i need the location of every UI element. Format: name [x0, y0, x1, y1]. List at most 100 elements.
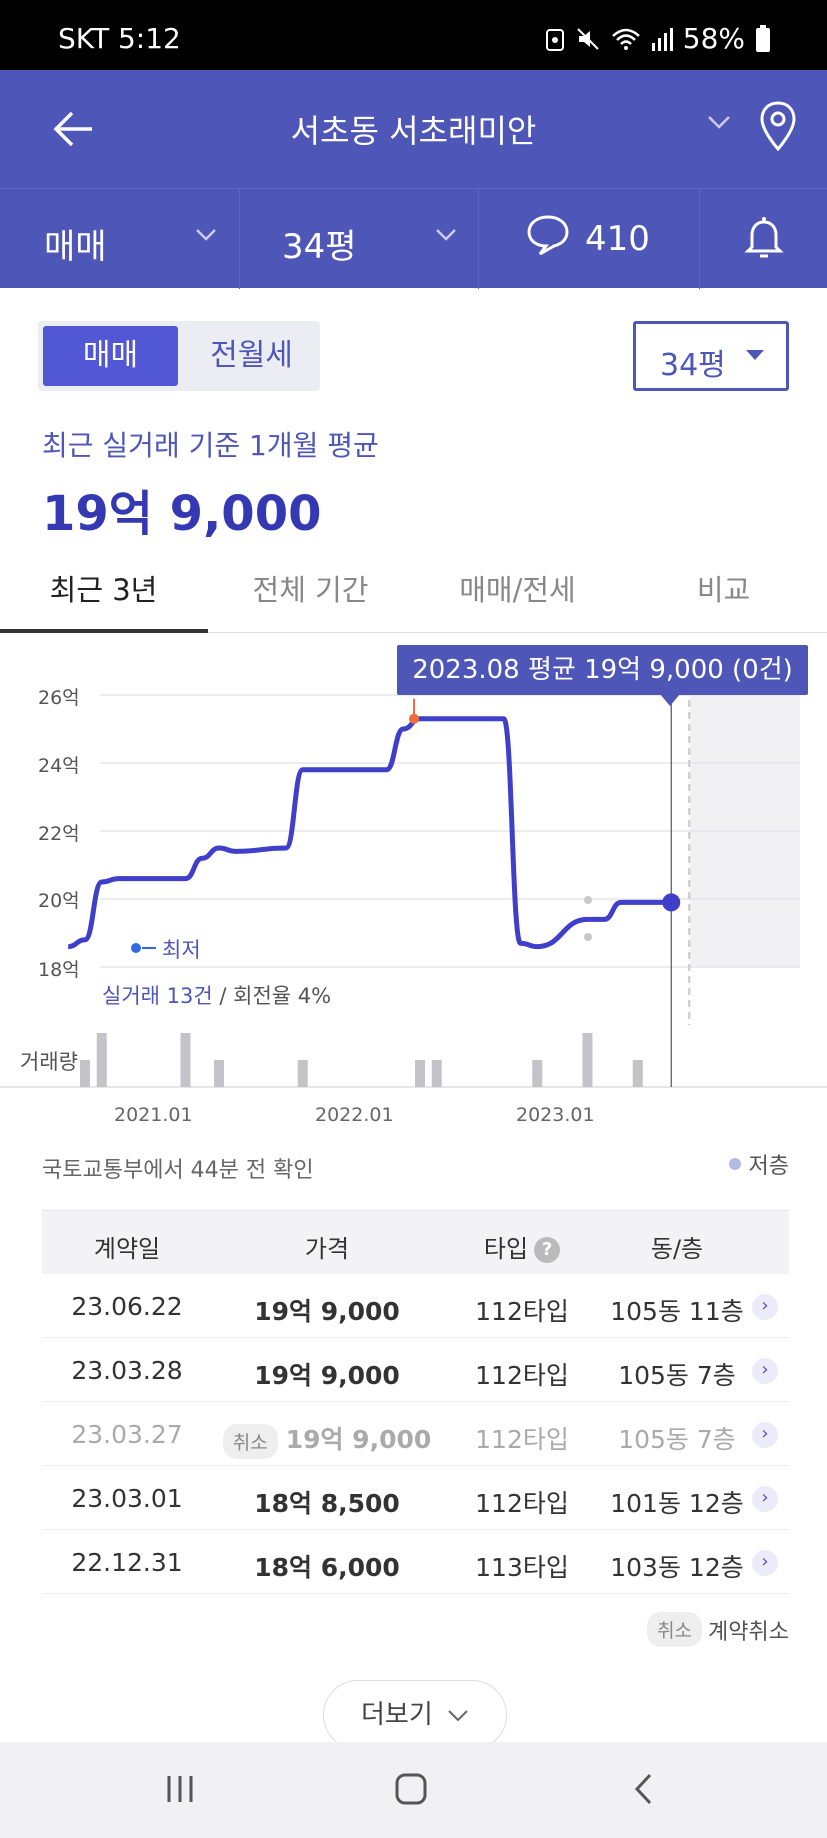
back-icon[interactable] — [628, 1772, 662, 1806]
recent-apps-icon[interactable] — [163, 1772, 197, 1806]
header-date: 계약일 — [93, 1235, 161, 1263]
row-price: 19억 9,000 — [254, 1297, 400, 1326]
segment-sale[interactable]: 매매 — [43, 326, 178, 386]
alert-button[interactable] — [700, 189, 827, 289]
chart-tooltip: 2023.08 평균 19억 9,000 (0건) — [397, 645, 808, 695]
y-tick: 18억 — [38, 959, 80, 981]
deal-summary: 실거래 13건 / 회전율 4% — [102, 980, 331, 1010]
price-chart[interactable] — [0, 0, 827, 1090]
low-floor-point — [584, 933, 592, 941]
cancel-badge: 취소 — [222, 1423, 278, 1459]
volume-bar — [297, 1060, 308, 1087]
x-tick: 2021.01 — [114, 1104, 193, 1126]
active-tab-indicator — [0, 629, 208, 633]
chevron-right-icon[interactable]: › — [752, 1550, 778, 1576]
chevron-down-icon — [436, 229, 456, 241]
screenshot-icon — [545, 28, 564, 51]
volume-bar — [632, 1060, 643, 1087]
signal-icon — [651, 27, 673, 51]
cancel-legend: 취소 계약취소 — [647, 1612, 789, 1647]
more-button-label: 더보기 — [360, 1700, 433, 1730]
volume-bar — [80, 1060, 90, 1087]
back-arrow-icon[interactable] — [48, 104, 98, 154]
cancel-badge: 취소 — [647, 1612, 703, 1647]
table-row[interactable]: 23.06.22 19억 9,000 112타입 105동 11층 › — [42, 1274, 789, 1338]
chevron-down-icon — [448, 1709, 468, 1721]
volume-bar — [431, 1060, 442, 1087]
complex-title[interactable]: 서초동 서초래미안 — [290, 112, 537, 150]
chevron-right-icon[interactable]: › — [752, 1422, 778, 1448]
deal-type-filter[interactable]: 매매 — [0, 189, 240, 289]
legend-low-label: 저층 — [748, 1154, 789, 1179]
table-row[interactable]: 23.03.27 취소 19억 9,000 112타입 105동 7층 › — [42, 1402, 789, 1466]
deal-segment-control: 매매 전월세 — [38, 321, 320, 391]
average-price: 19억 9,000 — [42, 486, 322, 542]
size-select-value: 34평 — [660, 348, 726, 383]
volume-bar — [532, 1060, 543, 1087]
caret-down-icon — [746, 350, 764, 360]
x-tick: 2023.01 — [516, 1104, 595, 1126]
chevron-down-icon[interactable] — [706, 114, 732, 130]
status-time: SKT 5:12 — [58, 22, 181, 55]
table-row[interactable]: 22.12.31 18억 6,000 113타입 103동 12층 › — [42, 1530, 789, 1594]
chevron-right-icon[interactable]: › — [752, 1294, 778, 1320]
system-nav-bar — [0, 1742, 827, 1838]
row-date: 23.06.22 — [71, 1292, 183, 1321]
row-unit: 105동 7층 — [618, 1361, 736, 1390]
home-icon[interactable] — [394, 1772, 428, 1806]
source-note: 국토교통부에서 44분 전 확인 — [42, 1158, 314, 1183]
location-pin-icon[interactable] — [758, 100, 798, 152]
price-line — [68, 716, 672, 950]
volume-bar — [180, 1033, 191, 1087]
low-floor-point — [584, 896, 592, 904]
row-price: 18억 6,000 — [254, 1553, 400, 1582]
table-row[interactable]: 23.03.28 19억 9,000 112타입 105동 7층 › — [42, 1338, 789, 1402]
legend-low-floor: 저층 — [728, 1148, 789, 1180]
deal-count-label: 실거래 13건 — [102, 984, 213, 1008]
mute-icon — [577, 27, 599, 50]
row-unit: 105동 11층 — [610, 1297, 744, 1326]
chevron-down-icon — [196, 229, 216, 241]
row-date: 23.03.27 — [71, 1420, 183, 1449]
chevron-right-icon[interactable]: › — [752, 1486, 778, 1512]
row-type: 112타입 — [475, 1297, 569, 1326]
volume-bar — [582, 1033, 593, 1087]
comments-button[interactable]: 410 — [479, 189, 700, 289]
bell-icon — [744, 217, 784, 258]
y-tick: 22억 — [38, 823, 80, 845]
chevron-right-icon[interactable]: › — [752, 1358, 778, 1384]
row-type: 112타입 — [475, 1361, 569, 1390]
cursor-point — [662, 893, 681, 912]
average-caption: 최근 실거래 기준 1개월 평균 — [42, 429, 379, 462]
row-price: 19억 9,000 — [254, 1361, 400, 1390]
header-unit: 동/층 — [650, 1235, 704, 1263]
row-unit: 103동 12층 — [610, 1553, 744, 1582]
size-select[interactable]: 34평 — [633, 321, 789, 391]
row-type: 113타입 — [475, 1553, 569, 1582]
header-price: 가격 — [304, 1235, 350, 1263]
tab-compare[interactable]: 비교 — [696, 573, 751, 607]
battery-icon — [756, 24, 770, 52]
volume-label: 거래량 — [20, 1050, 78, 1074]
transactions-table: 계약일 가격 타입? 동/층 23.06.22 19억 9,000 112타입 … — [42, 1210, 789, 1594]
period-tabs: 최근 3년 전체 기간 매매/전세 비교 — [0, 555, 827, 633]
y-tick: 20억 — [38, 890, 80, 912]
table-row[interactable]: 23.03.01 18억 8,500 112타입 101동 12층 › — [42, 1466, 789, 1530]
comments-count: 410 — [585, 219, 650, 259]
header-type: 타입? — [442, 1229, 602, 1264]
segment-rent[interactable]: 전월세 — [210, 338, 293, 373]
size-filter[interactable]: 34평 — [240, 189, 479, 289]
filter-bar: 매매 34평 410 — [0, 188, 827, 289]
more-button[interactable]: 더보기 — [323, 1680, 507, 1750]
tab-sale-jeonse[interactable]: 매매/전세 — [459, 573, 576, 607]
row-type: 112타입 — [475, 1425, 569, 1454]
deal-type-label: 매매 — [44, 227, 107, 267]
battery-percent: 58% — [682, 22, 745, 55]
help-icon[interactable]: ? — [534, 1237, 561, 1263]
low-floor-dot — [728, 1158, 741, 1170]
tab-recent-3y[interactable]: 최근 3년 — [49, 573, 158, 607]
row-date: 23.03.28 — [71, 1356, 183, 1385]
min-marker-point — [131, 943, 141, 953]
volume-bar — [214, 1060, 224, 1087]
tab-all-period[interactable]: 전체 기간 — [252, 573, 369, 607]
